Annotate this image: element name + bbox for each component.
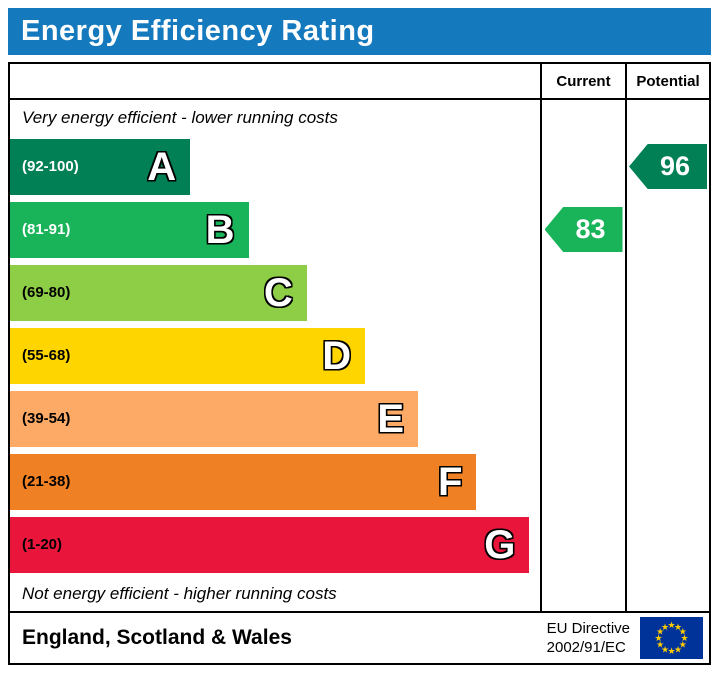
header-spacer	[10, 64, 540, 98]
eu-flag-star: ★	[679, 641, 687, 651]
page-title: Energy Efficiency Rating	[21, 15, 375, 47]
current-column-spacer	[540, 576, 625, 611]
band-bar-c: (69-80) C	[10, 264, 307, 321]
band-range-label: (1-20)	[22, 536, 63, 553]
eu-flag-star: ★	[674, 623, 682, 633]
energy-rating-chart: Current Potential Very energy efficient …	[8, 62, 711, 665]
eu-directive-line1: EU Directive	[546, 619, 630, 637]
bottom-note: Not energy efficient - higher running co…	[22, 583, 337, 603]
eu-flag-star: ★	[667, 621, 675, 631]
current-column-cell	[540, 324, 625, 387]
bottom-note-row: Not energy efficient - higher running co…	[10, 576, 709, 611]
band-bar-g: (1-20) G	[10, 516, 530, 573]
band-letter: B	[205, 207, 235, 252]
page-title-bar: Energy Efficiency Rating	[8, 8, 711, 55]
band-row-a: (92-100) A 96	[10, 135, 709, 198]
band-row-c: (69-80) C	[10, 261, 709, 324]
eu-flag-star: ★	[661, 646, 669, 656]
potential-column-spacer	[625, 576, 709, 611]
band-letter: A	[147, 144, 177, 189]
potential-column-cell	[625, 387, 709, 450]
current-column-cell	[540, 450, 625, 513]
current-column-cell	[540, 135, 625, 198]
band-letter: D	[322, 333, 352, 378]
potential-column-cell: 96	[625, 135, 709, 198]
current-column-spacer	[540, 100, 625, 135]
top-note: Very energy efficient - lower running co…	[22, 107, 338, 127]
potential-column-cell	[625, 324, 709, 387]
band-range-label: (92-100)	[22, 158, 79, 175]
band-cell: (39-54) E	[10, 387, 540, 450]
potential-column-cell	[625, 450, 709, 513]
eu-flag-star: ★	[680, 634, 688, 644]
potential-column-spacer	[625, 100, 709, 135]
potential-column-cell	[625, 261, 709, 324]
eu-flag-star: ★	[656, 641, 664, 651]
band-cell: (92-100) A	[10, 135, 540, 198]
band-cell: (55-68) D	[10, 324, 540, 387]
eu-flag-star: ★	[656, 628, 664, 638]
rating-bands: (92-100) A 96 (81-91) B 83 (69-80) C (55-68) D (39…	[10, 135, 709, 576]
band-row-d: (55-68) D	[10, 324, 709, 387]
eu-flag-star: ★	[654, 634, 662, 644]
eu-flag-icon: ★★★★★★★★★★★★	[640, 617, 703, 659]
band-bar-a: (92-100) A	[10, 138, 191, 195]
current-rating-arrow: 83	[544, 207, 623, 252]
eu-directive-label: EU Directive 2002/91/EC	[547, 619, 630, 658]
band-bar-b: (81-91) B	[10, 201, 249, 258]
current-column-cell	[540, 513, 625, 576]
current-column-cell	[540, 261, 625, 324]
band-cell: (21-38) F	[10, 450, 540, 513]
current-column-cell	[540, 387, 625, 450]
current-column-cell: 83	[540, 198, 625, 261]
band-bar-d: (55-68) D	[10, 327, 366, 384]
band-cell: (69-80) C	[10, 261, 540, 324]
potential-column-cell	[625, 513, 709, 576]
eu-flag-star: ★	[661, 623, 669, 633]
band-cell: (1-20) G	[10, 513, 540, 576]
potential-column-header: Potential	[625, 64, 709, 98]
band-bar-f: (21-38) F	[10, 453, 477, 510]
potential-rating-arrow-value: 96	[659, 151, 691, 181]
band-range-label: (21-38)	[22, 473, 71, 490]
band-letter: E	[377, 396, 405, 441]
eu-flag-star: ★	[679, 628, 687, 638]
band-range-label: (69-80)	[22, 284, 71, 301]
eu-flag-star: ★	[667, 647, 675, 657]
current-rating-arrow-value: 83	[575, 214, 606, 244]
potential-rating-arrow: 96	[629, 144, 707, 189]
band-row-b: (81-91) B 83	[10, 198, 709, 261]
region-label: England, Scotland & Wales	[22, 626, 292, 649]
band-letter: C	[263, 270, 293, 315]
eu-directive-line2: 2002/91/EC	[546, 639, 626, 656]
band-range-label: (81-91)	[22, 221, 71, 238]
band-row-e: (39-54) E	[10, 387, 709, 450]
band-cell: (81-91) B	[10, 198, 540, 261]
footer-bar: England, Scotland & Wales EU Directive 2…	[10, 611, 709, 663]
band-range-label: (39-54)	[22, 410, 71, 427]
potential-column-cell	[625, 198, 709, 261]
top-note-row: Very energy efficient - lower running co…	[10, 100, 709, 135]
band-bar-e: (39-54) E	[10, 390, 419, 447]
band-row-f: (21-38) F	[10, 450, 709, 513]
band-row-g: (1-20) G	[10, 513, 709, 576]
eu-flag-star: ★	[674, 646, 682, 656]
current-column-header: Current	[540, 64, 625, 98]
band-letter: G	[484, 522, 516, 567]
column-header-row: Current Potential	[10, 64, 709, 100]
band-letter: F	[437, 459, 463, 504]
band-range-label: (55-68)	[22, 347, 71, 364]
